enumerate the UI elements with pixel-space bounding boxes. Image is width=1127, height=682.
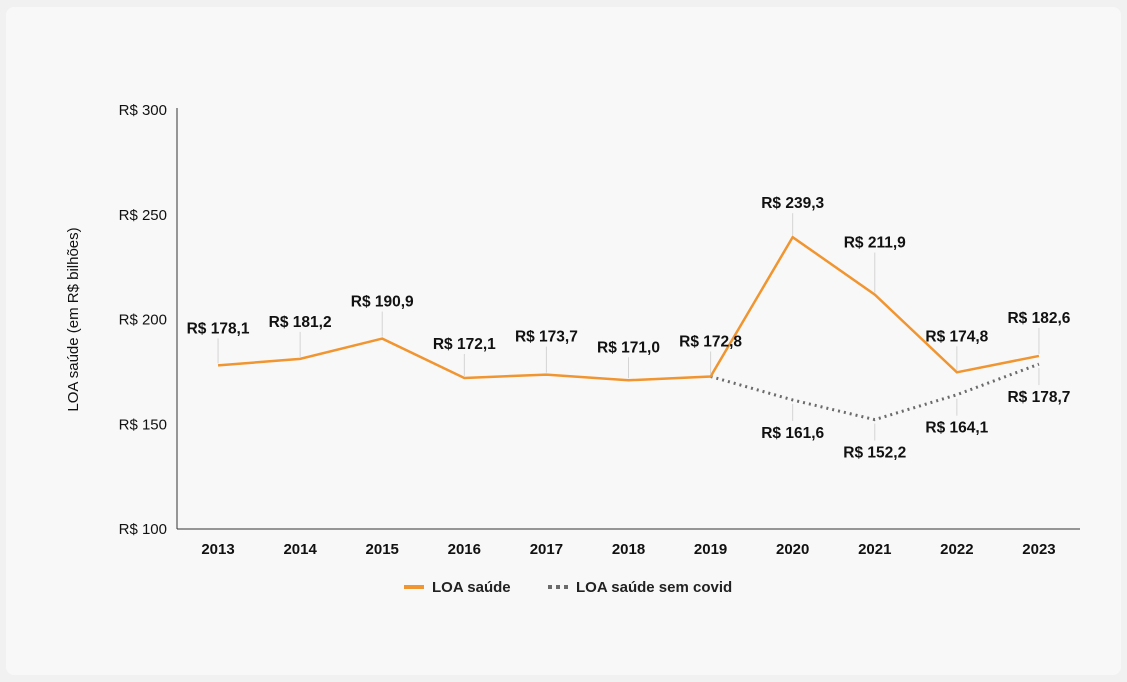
data-label-loa-saude: R$ 182,6 [1007, 310, 1070, 327]
data-label-loa-saude: R$ 172,8 [679, 333, 742, 350]
x-tick-label: 2020 [776, 541, 809, 558]
data-label-loa-saude: R$ 181,2 [269, 314, 332, 331]
x-tick-label: 2016 [448, 541, 481, 558]
data-label-loa-saude: R$ 174,8 [925, 328, 988, 345]
x-tick-label: 2015 [366, 541, 399, 558]
data-label-loa-saude: R$ 171,0 [597, 339, 660, 356]
legend-label-loa-saude-sem-covid: LOA saúde sem covid [576, 579, 732, 596]
y-axis-title: LOA saúde (em R$ bilhões) [65, 227, 82, 411]
series-line-loa-saude-sem-covid [710, 362, 1040, 422]
data-label-loa-saude-sem-covid: R$ 164,1 [925, 420, 988, 437]
series-line-loa-saude [217, 235, 1040, 382]
y-tick-label: R$ 100 [119, 521, 167, 538]
data-label-loa-saude: R$ 190,9 [351, 294, 414, 311]
data-label-loa-saude-sem-covid: R$ 161,6 [761, 425, 824, 442]
x-tick-label: 2021 [858, 541, 891, 558]
x-tick-label: 2014 [283, 541, 317, 558]
x-tick-label: 2019 [694, 541, 727, 558]
data-label-loa-saude: R$ 172,1 [433, 336, 496, 353]
data-label-loa-saude: R$ 211,9 [844, 235, 906, 252]
y-tick-label: R$ 150 [119, 416, 167, 433]
x-tick-label: 2023 [1022, 541, 1055, 558]
x-tick-label: 2017 [530, 541, 563, 558]
legend-label-loa-saude: LOA saúde [432, 579, 511, 596]
y-tick-label: R$ 250 [119, 207, 167, 224]
data-label-loa-saude: R$ 178,1 [187, 320, 250, 337]
y-tick-label: R$ 300 [119, 102, 167, 119]
x-tick-label: 2013 [201, 541, 234, 558]
data-label-loa-saude-sem-covid: R$ 178,7 [1007, 389, 1070, 406]
x-tick-label: 2018 [612, 541, 645, 558]
data-label-loa-saude: R$ 173,7 [515, 329, 578, 346]
data-label-loa-saude-sem-covid: R$ 152,2 [843, 445, 906, 462]
y-tick-label: R$ 200 [119, 312, 167, 329]
chart-card [6, 7, 1121, 675]
data-label-loa-saude: R$ 239,3 [761, 195, 824, 212]
x-tick-label: 2022 [940, 541, 973, 558]
